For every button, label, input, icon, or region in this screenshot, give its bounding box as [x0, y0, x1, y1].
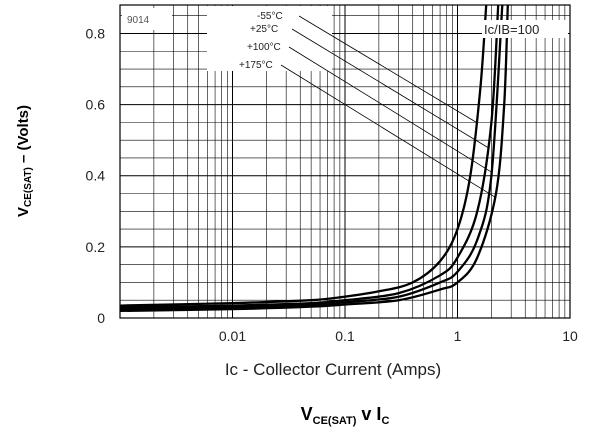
data-curves: [120, 5, 509, 313]
y-tick-labels: 0 0.2 0.4 0.6 0.8: [86, 25, 106, 326]
caption-v: V: [301, 404, 313, 424]
legend: -55°C +25°C +100°C +175°C: [239, 11, 283, 71]
legend-leader-1: [291, 28, 488, 148]
series-line-0: [120, 5, 488, 307]
legend-label-0: -55°C: [257, 11, 283, 22]
series-line-1: [120, 5, 500, 309]
x-tick-labels: 0.01 0.1 1 10: [219, 328, 578, 344]
legend-label-box: [207, 6, 332, 71]
condition-ib: IB: [498, 22, 510, 37]
legend-leader-0: [298, 15, 477, 123]
condition-value: =100: [510, 22, 539, 37]
legend-leader-3: [280, 64, 496, 198]
series-line-3: [120, 5, 509, 313]
x-tick-label: 1: [454, 328, 462, 344]
caption-i-sub: C: [381, 415, 389, 427]
caption-v-sub: CE(SAT): [313, 415, 357, 427]
part-number-box: [122, 8, 172, 30]
legend-leader-2: [288, 46, 492, 173]
y-axis-label-rest: – (Volts): [15, 105, 32, 167]
part-number-label: 9014: [127, 15, 150, 26]
y-axis-label: VCE(SAT) – (Volts): [15, 105, 34, 217]
legend-label-3: +175°C: [239, 60, 273, 71]
grid-lines: [120, 5, 570, 318]
x-axis-label-main: Ic: [225, 360, 239, 379]
series-line-2: [120, 5, 504, 311]
y-tick-label: 0.8: [86, 25, 106, 41]
x-tick-label: 10: [562, 328, 578, 344]
y-tick-label: 0.6: [86, 97, 106, 113]
legend-label-1: +25°C: [250, 24, 278, 35]
y-axis-label-main: V: [15, 207, 32, 217]
x-axis-label-rest: - Collector Current (Amps): [238, 360, 441, 379]
y-tick-label: 0.2: [86, 239, 106, 255]
plot-frame: [119, 4, 571, 319]
condition-ic: Ic: [484, 22, 495, 37]
caption-mid: v I: [356, 404, 381, 424]
x-axis-label: Ic - Collector Current (Amps): [225, 360, 441, 379]
x-tick-label: 0.1: [335, 328, 355, 344]
y-tick-label: 0.4: [86, 168, 106, 184]
condition-label: Ic/IB=100: [484, 22, 539, 37]
y-tick-label: 0: [97, 310, 105, 326]
y-axis-label-sub: CE(SAT): [23, 167, 34, 207]
chart-caption: VCE(SAT) v IC: [301, 404, 390, 427]
legend-label-2: +100°C: [247, 42, 281, 53]
legend-leader-lines: [280, 15, 496, 198]
condition-box: [482, 20, 568, 38]
x-tick-label: 0.01: [219, 328, 246, 344]
